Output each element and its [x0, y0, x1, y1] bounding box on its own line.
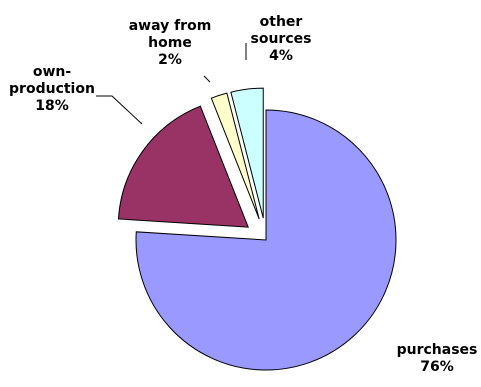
- slice-name-other-sources: sources: [251, 31, 312, 47]
- slice-label-purchases: purchases 76%: [397, 342, 478, 375]
- slice-percent-purchases: 76%: [420, 359, 454, 375]
- leader-lines: [96, 43, 247, 125]
- slice-percent-other-sources: 4%: [269, 48, 293, 64]
- slice-percent-own-production: 18%: [35, 98, 69, 114]
- slice-name-purchases: purchases: [397, 342, 478, 358]
- slice-labels: purchases 76% own-production 18% away from ho…: [9, 14, 477, 375]
- slice-name-own-production: own-: [33, 64, 72, 80]
- slice-name-own-production: production: [9, 81, 95, 97]
- pie-slice-away-from-home: [210, 92, 260, 220]
- leader-line-own-production: [96, 95, 143, 125]
- pie-slice-own-production: [117, 105, 249, 228]
- slice-label-other-sources: other sources 4%: [251, 14, 312, 64]
- pie-slices: [117, 87, 397, 371]
- pie-slice-other-sources: [230, 87, 264, 219]
- slice-percent-away-from-home: 2%: [158, 52, 182, 68]
- slice-name-other-sources: other: [260, 14, 303, 30]
- slice-label-own-production: own-production 18%: [9, 64, 95, 114]
- slice-name-away-from-home: away from: [129, 18, 212, 34]
- slice-label-away-from-home: away from home 2%: [129, 18, 212, 68]
- slice-name-away-from-home: home: [148, 35, 192, 51]
- pie-slice-purchases: [135, 109, 397, 371]
- leader-line-away-from-home: [203, 75, 211, 83]
